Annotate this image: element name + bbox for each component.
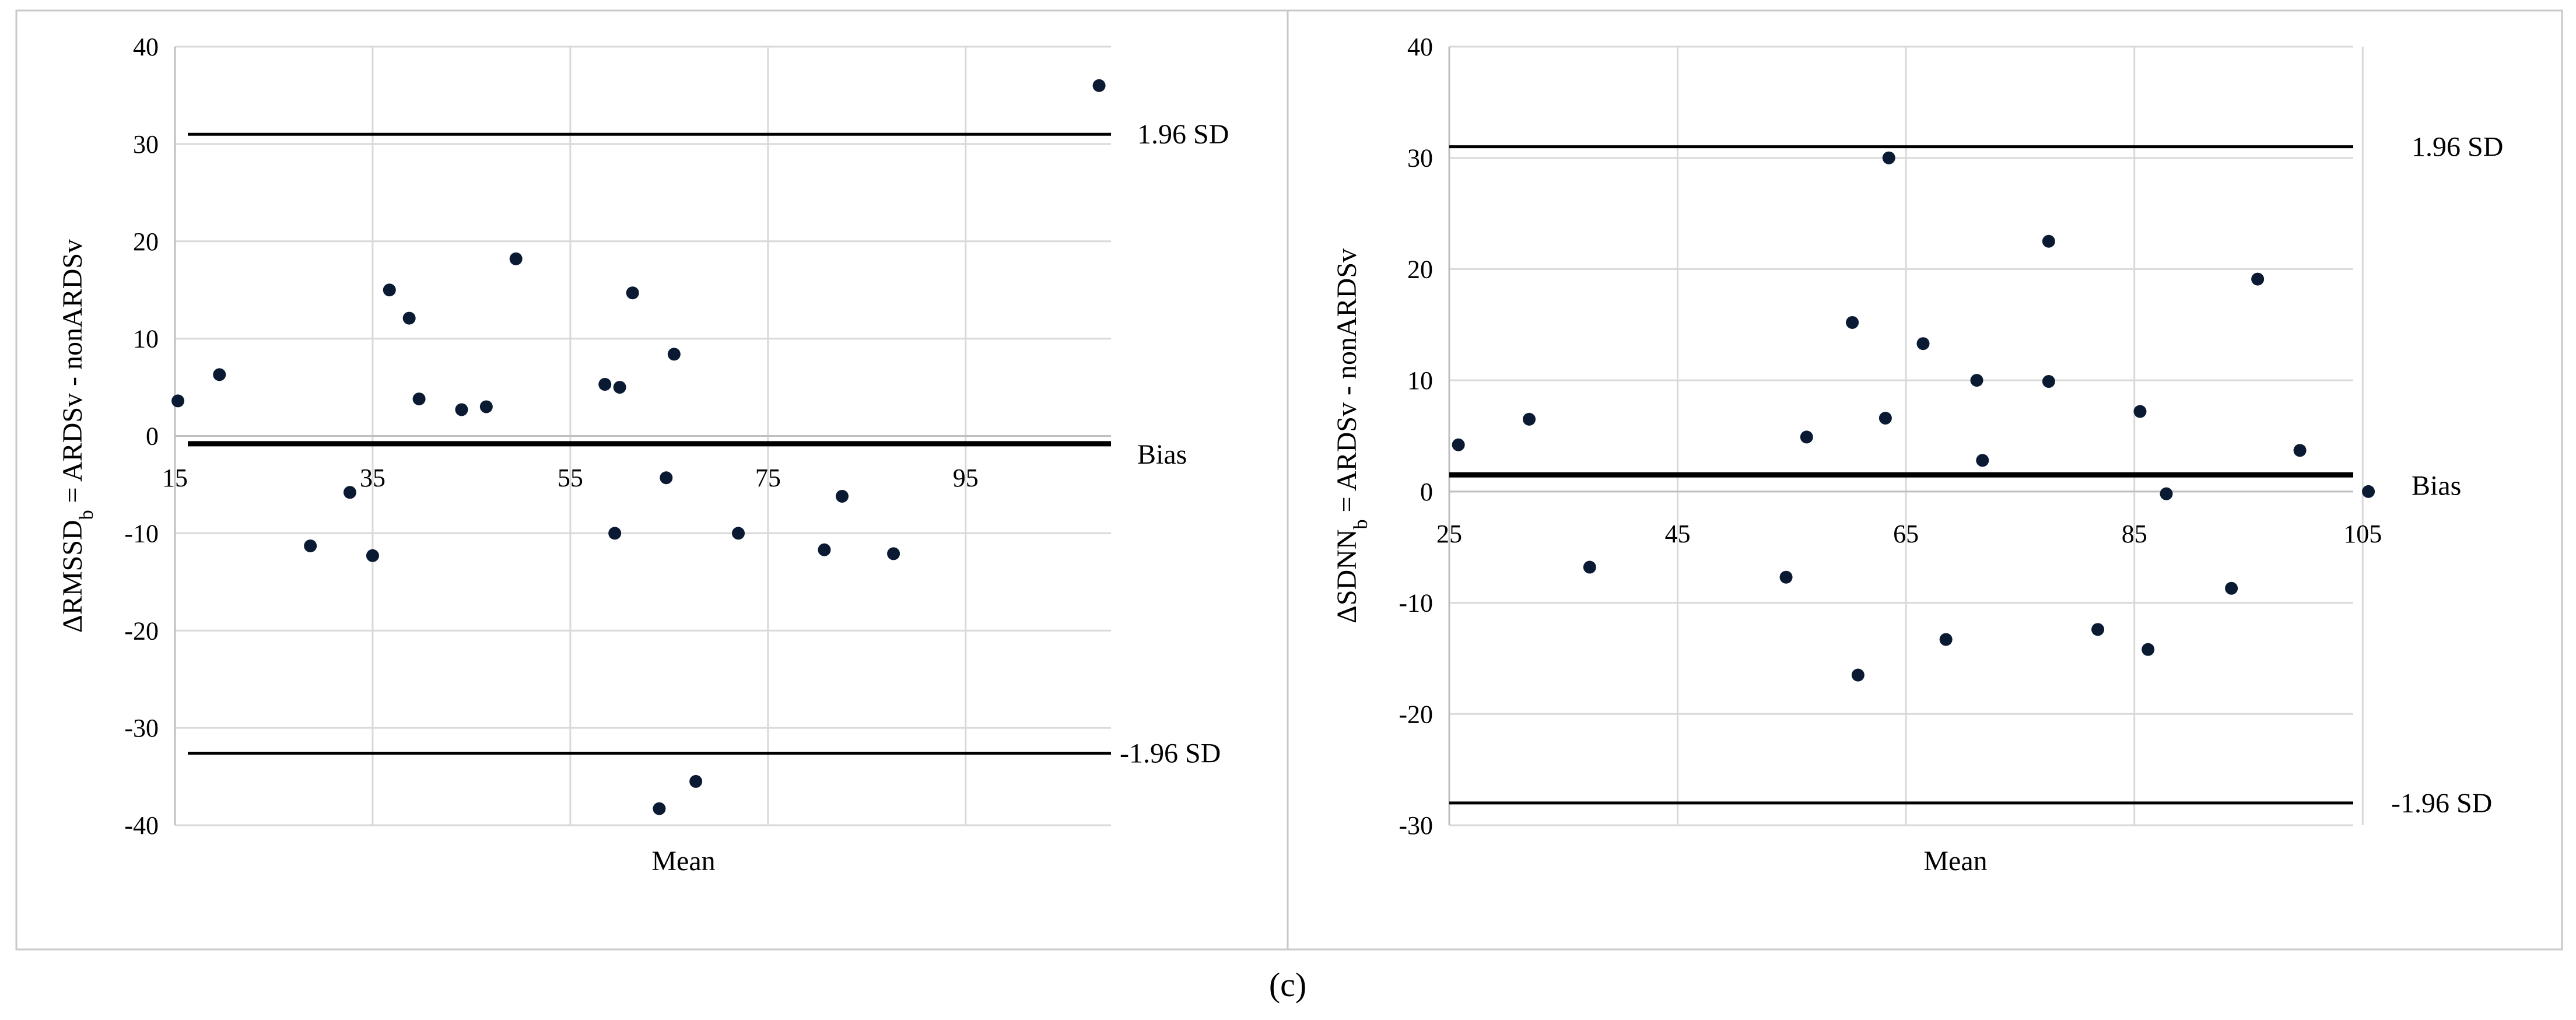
y-tick-label: -40 [124, 811, 159, 840]
data-point [887, 547, 900, 560]
data-point [653, 802, 666, 815]
data-point [2142, 643, 2155, 656]
x-tick-label: 65 [1893, 520, 1919, 548]
data-point [613, 381, 626, 394]
y-tick-label: -30 [1399, 811, 1433, 840]
y-tick-label: -20 [124, 616, 159, 645]
right-panel-frame [1287, 9, 2563, 951]
data-point [2042, 234, 2055, 248]
y-tick-label: -20 [1399, 700, 1433, 728]
left-panel-frame [15, 9, 1289, 951]
y-axis-title-subscript: b [1350, 519, 1372, 529]
data-point [835, 489, 849, 503]
data-point [2293, 444, 2307, 457]
data-point [1878, 411, 1892, 425]
data-point [1846, 316, 1859, 329]
y-tick-label: -10 [1399, 589, 1433, 618]
data-point [509, 252, 523, 265]
data-point [383, 283, 396, 297]
y-axis-title-main: ΔRMSSD [57, 520, 88, 633]
data-point [626, 286, 639, 300]
data-point [1452, 438, 1465, 451]
data-point [455, 403, 468, 416]
data-point [1882, 151, 1895, 164]
data-point [608, 527, 622, 540]
data-point [2225, 581, 2238, 595]
data-point [213, 368, 226, 381]
x-tick-label: 55 [558, 464, 583, 492]
y-tick-label: 30 [1407, 144, 1433, 173]
data-point [1800, 430, 1813, 444]
limit-label: 1.96 SD [1137, 119, 1229, 150]
y-axis-title: ΔRMSSDb = ARDSv - nonARDSv [57, 239, 97, 633]
data-point [667, 348, 681, 361]
y-axis-title-rest: = ARDSv - nonARDSv [1331, 248, 1362, 519]
y-tick-label: 0 [146, 422, 159, 451]
y-tick-label: 40 [133, 33, 159, 61]
data-point [660, 471, 673, 485]
y-tick-label: 30 [133, 130, 159, 159]
data-point [479, 400, 493, 413]
data-point [1523, 412, 1536, 426]
data-point [304, 539, 317, 553]
data-point [2042, 375, 2055, 388]
x-tick-label: 85 [2122, 520, 2147, 548]
data-point [1976, 454, 1989, 467]
y-axis-title-subscript: b [76, 510, 97, 520]
limit-label: -1.96 SD [2391, 788, 2492, 819]
data-point [2133, 405, 2147, 418]
data-point [732, 527, 745, 540]
data-point [1092, 79, 1106, 92]
x-tick-label: 35 [360, 464, 385, 492]
data-point [1970, 374, 1983, 387]
data-point [1779, 570, 1793, 584]
y-axis-title: ΔSDNNb = ARDSv - nonARDSv [1331, 248, 1372, 623]
data-point [1583, 560, 1596, 574]
data-point [412, 392, 426, 406]
data-point [343, 486, 356, 499]
x-tick-label: 75 [755, 464, 781, 492]
y-tick-label: -30 [124, 714, 159, 742]
data-point [402, 311, 416, 325]
data-point [818, 543, 831, 556]
x-tick-label: 95 [953, 464, 979, 492]
y-axis-title-rest: = ARDSv - nonARDSv [57, 239, 88, 510]
data-point [2362, 485, 2375, 498]
y-tick-label: -10 [124, 519, 159, 548]
y-tick-label: 0 [1420, 478, 1433, 506]
y-tick-label: 40 [1407, 33, 1433, 61]
data-point [366, 549, 379, 562]
y-tick-label: 20 [133, 227, 159, 256]
x-tick-label: 45 [1665, 520, 1691, 548]
limit-label: 1.96 SD [2412, 132, 2503, 163]
x-tick-label: 105 [2343, 520, 2382, 548]
y-tick-label: 20 [1407, 255, 1433, 283]
x-axis-title: Mean [651, 846, 715, 877]
limit-label: -1.96 SD [1120, 738, 1221, 769]
data-point [2091, 623, 2105, 636]
data-point [1939, 633, 1953, 646]
data-point [2160, 487, 2173, 500]
data-point [598, 378, 612, 391]
data-point [689, 774, 703, 788]
x-axis-title: Mean [1923, 846, 1987, 877]
data-point [2251, 272, 2265, 286]
y-tick-label: 10 [133, 325, 159, 353]
data-point [171, 394, 185, 408]
data-point [1851, 668, 1864, 682]
figure-caption: (c) [1269, 966, 1306, 1004]
bias-label: Bias [2412, 470, 2461, 501]
y-axis-title-main: ΔSDNN [1331, 529, 1362, 623]
data-point [1916, 337, 1930, 350]
bias-label: Bias [1137, 439, 1187, 470]
y-tick-label: 10 [1407, 366, 1433, 395]
